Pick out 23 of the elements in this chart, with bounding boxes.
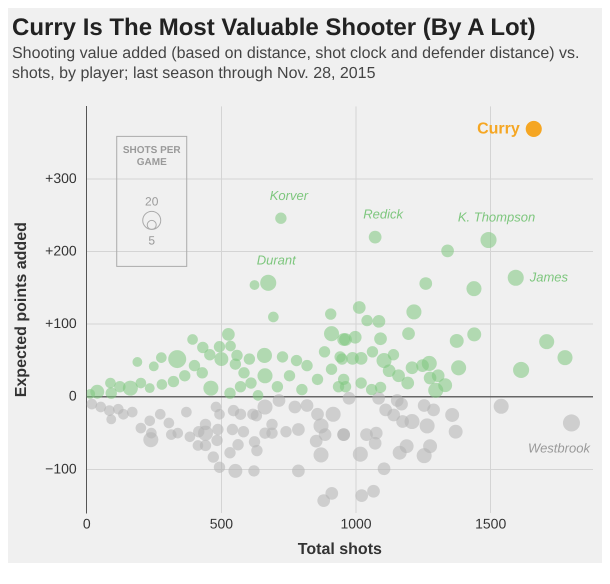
x-tick-label: 500 — [210, 515, 234, 532]
annotation: K. Thompson — [458, 210, 536, 225]
series-label: Curry — [477, 120, 520, 138]
annotation: Westbrook — [528, 440, 592, 456]
x-tick-label: 1000 — [340, 515, 372, 532]
legend-label: 20 — [145, 194, 159, 209]
y-tick-label: −100 — [45, 460, 77, 476]
chart-subtitle: Shooting value added (based on distance, shot clock and defender distance) vs. shots, by player; last season through Nov. 28, 2015 — [11, 44, 580, 84]
x-axis-title: Total shots — [298, 540, 382, 558]
annotation: Redick — [363, 206, 405, 222]
annotation: Korver — [270, 188, 309, 203]
y-tick-label: +200 — [45, 242, 77, 258]
x-tick-label: 0 — [82, 515, 91, 532]
chart-title: Curry Is The Most Valuable Shooter (By A Lot) — [11, 13, 537, 43]
annotation: Durant — [256, 252, 298, 268]
y-axis-title: Expected points added — [13, 222, 30, 398]
y-tick-label: +300 — [45, 170, 77, 186]
annotation: James — [528, 269, 569, 284]
legend-title: SHOTS PER GAME — [122, 145, 182, 168]
legend-label: 5 — [148, 234, 156, 248]
y-tick-label: 0 — [68, 388, 77, 404]
x-tick-label: 1500 — [475, 515, 506, 532]
y-tick-label: +100 — [45, 315, 77, 332]
